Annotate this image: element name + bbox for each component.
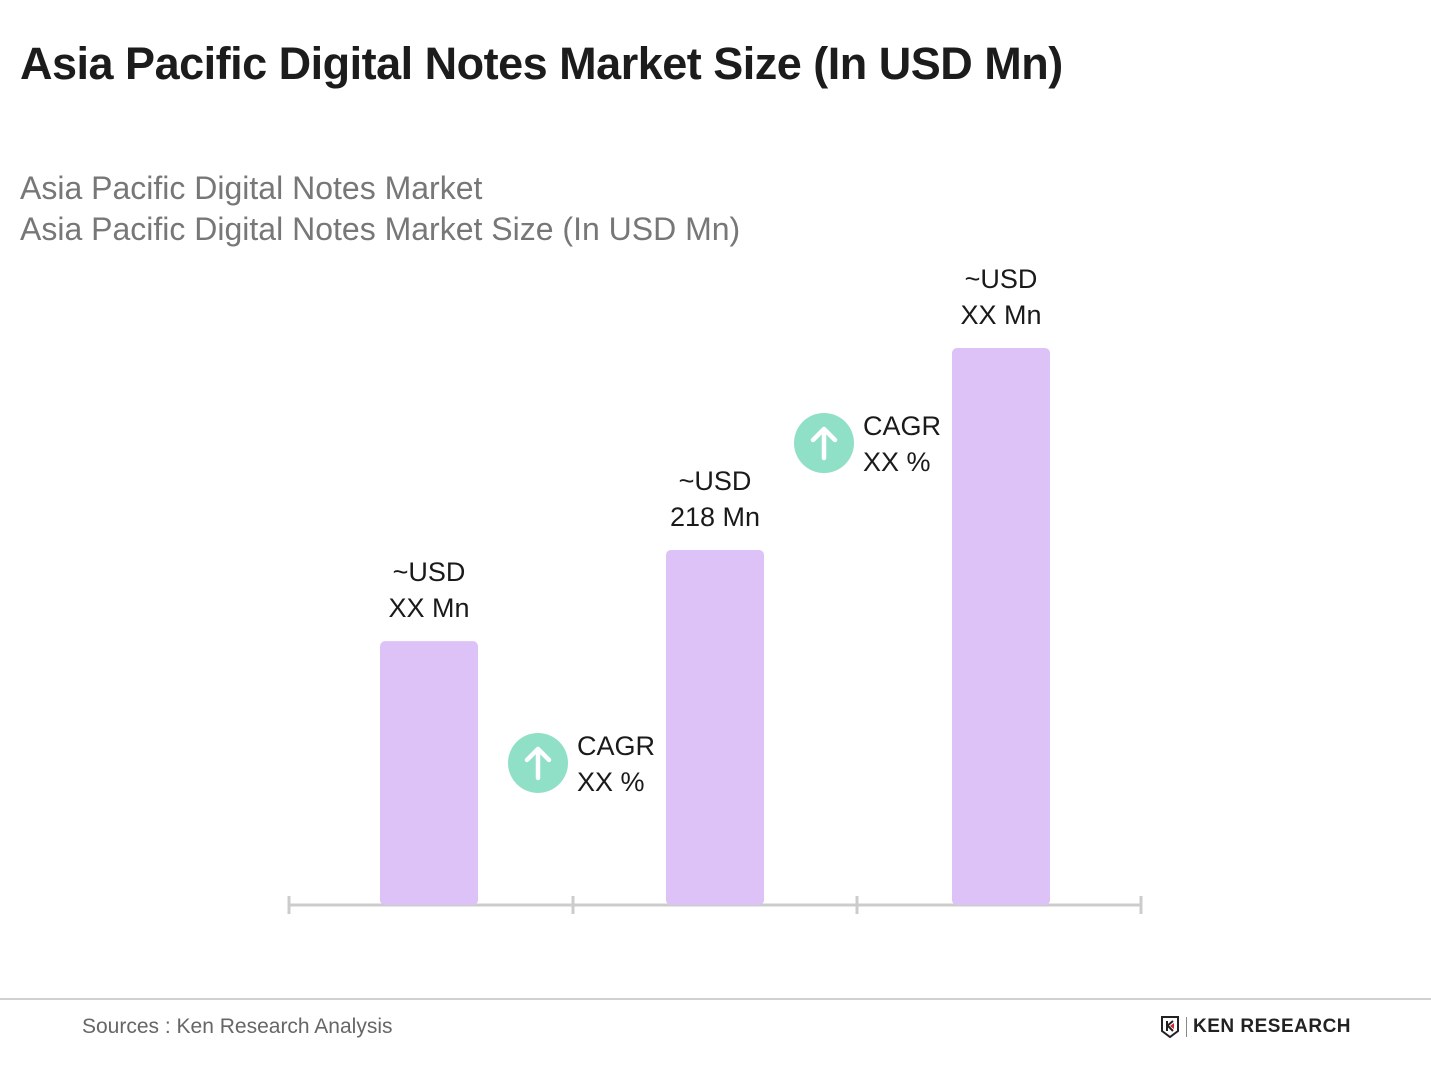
bar-data-label: 218 Mn (670, 502, 760, 532)
ken-research-logo: KEN RESEARCH (1160, 1016, 1351, 1038)
ken-logo-icon (1161, 1016, 1179, 1038)
bar-data-label: ~USD (679, 466, 752, 496)
page-title: Asia Pacific Digital Notes Market Size (… (20, 38, 1063, 89)
bar (952, 348, 1050, 905)
arrow-up-glyph (524, 746, 552, 781)
bar-data-label: XX Mn (960, 300, 1041, 330)
logo-separator (1186, 1017, 1187, 1037)
bar-data-label: ~USD (965, 264, 1038, 294)
cagr-label: CAGR (863, 411, 941, 441)
cagr-label: XX % (577, 767, 645, 797)
bar (666, 549, 764, 905)
bar-chart: ~USD XX Mn ~USD 218 Mn ~USD XX Mn CAGR XX % CAGR… (287, 264, 1143, 914)
arrow-up-glyph (810, 426, 838, 461)
logo-text: KEN RESEARCH (1193, 1016, 1352, 1037)
chart-subtitle-2: Asia Pacific Digital Notes Market Size (… (20, 211, 741, 247)
chart-subtitle-1: Asia Pacific Digital Notes Market (20, 170, 483, 206)
cagr-label: CAGR (577, 731, 655, 761)
cagr-label: XX % (863, 447, 931, 477)
bar-data-label: XX Mn (388, 593, 469, 623)
source-note: Sources : Ken Research Analysis (82, 1015, 393, 1038)
footer-divider (0, 998, 1431, 1000)
bar (380, 641, 478, 905)
bar-data-label: ~USD (393, 557, 466, 587)
